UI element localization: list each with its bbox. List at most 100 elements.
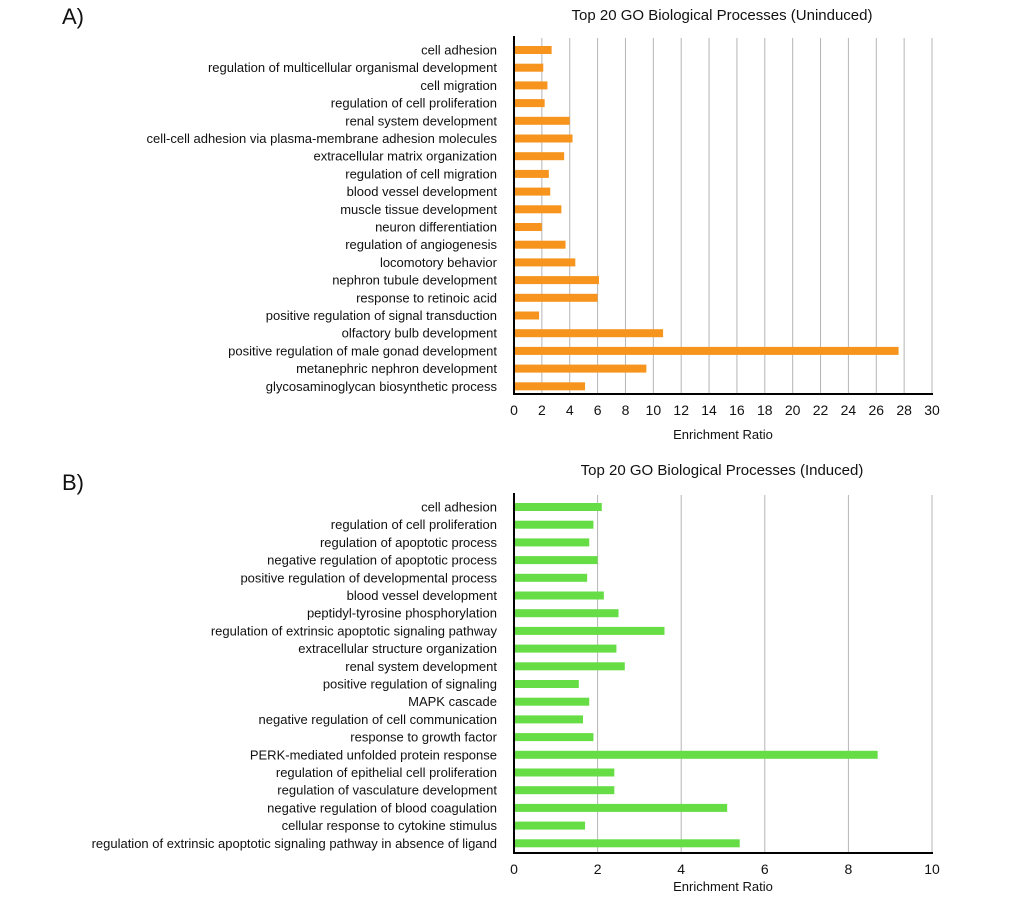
induced-x-axis-label: Enrichment Ratio [673, 879, 773, 894]
uninduced-category-label: renal system development [345, 113, 497, 128]
uninduced-bar [514, 240, 566, 249]
uninduced-bar [514, 116, 570, 125]
induced-category-label: cell adhesion [421, 500, 497, 515]
uninduced-bar [514, 276, 599, 285]
induced-bar [514, 680, 579, 688]
uninduced-bar [514, 346, 899, 355]
induced-category-label: positive regulation of developmental pro… [240, 570, 497, 585]
uninduced-tick-label: 16 [729, 402, 745, 418]
induced-bar [514, 556, 598, 565]
induced-tick-label: 2 [594, 861, 602, 877]
uninduced-category-label: metanephric nephron development [296, 361, 497, 376]
uninduced-category-label: positive regulation of signal transducti… [266, 308, 497, 323]
induced-category-label: regulation of apoptotic process [320, 535, 498, 550]
induced-bar [514, 503, 602, 511]
uninduced-category-label: nephron tubule development [332, 273, 497, 288]
uninduced-bar [514, 329, 664, 338]
induced-category-label: regulation of epithelial cell proliferat… [276, 765, 497, 780]
uninduced-bar [514, 46, 552, 54]
induced-bar [514, 803, 728, 812]
induced-bar [514, 715, 583, 724]
uninduced-tick-label: 24 [841, 402, 857, 418]
uninduced-tick-label: 2 [538, 402, 546, 418]
induced-bar [514, 609, 619, 618]
induced-category-label: MAPK cascade [408, 694, 497, 709]
induced-category-label: response to growth factor [350, 730, 497, 745]
uninduced-category-label: glycosaminoglycan biosynthetic process [266, 379, 498, 394]
induced-bar [514, 644, 617, 653]
uninduced-x-axis-label: Enrichment Ratio [673, 427, 773, 442]
induced-bar [514, 839, 740, 848]
uninduced-category-label: regulation of cell migration [345, 166, 497, 181]
uninduced-tick-label: 30 [924, 402, 940, 418]
uninduced-category-label: extracellular matrix organization [313, 149, 497, 164]
uninduced-tick-label: 10 [646, 402, 662, 418]
uninduced-bar [514, 223, 542, 231]
uninduced-bar [514, 134, 573, 143]
induced-bar [514, 697, 590, 706]
uninduced-bar [514, 205, 562, 214]
induced-bar [514, 733, 594, 742]
induced-tick-label: 0 [510, 861, 518, 877]
induced-bar [514, 538, 590, 547]
chart-induced: Top 20 GO Biological Processes (Induced)… [92, 462, 940, 894]
induced-category-label: regulation of extrinsic apoptotic signal… [92, 836, 497, 851]
induced-bar [514, 591, 604, 600]
uninduced-tick-label: 4 [566, 402, 574, 418]
induced-category-label: renal system development [345, 659, 497, 674]
uninduced-category-label: regulation of multicellular organismal d… [208, 60, 497, 75]
uninduced-category-label: olfactory bulb development [342, 326, 498, 341]
panel-a-letter: A) [62, 4, 84, 29]
uninduced-category-label: regulation of angiogenesis [345, 237, 497, 252]
uninduced-bar [514, 311, 540, 320]
uninduced-tick-label: 26 [868, 402, 884, 418]
uninduced-tick-label: 12 [673, 402, 689, 418]
induced-bar [514, 662, 625, 671]
uninduced-category-label: cell-cell adhesion via plasma-membrane a… [147, 131, 498, 146]
uninduced-bar [514, 258, 576, 267]
uninduced-bar [514, 152, 565, 161]
induced-category-label: regulation of extrinsic apoptotic signal… [211, 623, 498, 638]
induced-category-label: regulation of vasculature development [277, 783, 497, 798]
uninduced-category-label: cell adhesion [421, 43, 497, 58]
uninduced-bar [514, 169, 549, 178]
induced-bar [514, 750, 878, 759]
uninduced-bar [514, 99, 545, 108]
uninduced-tick-label: 14 [701, 402, 717, 418]
induced-category-label: PERK-mediated unfolded protein response [250, 747, 497, 762]
induced-tick-label: 6 [761, 861, 769, 877]
induced-category-label: regulation of cell proliferation [331, 517, 497, 532]
induced-bar [514, 626, 665, 635]
uninduced-bar [514, 187, 551, 196]
uninduced-category-label: locomotory behavior [380, 255, 498, 270]
panel-b-letter: B) [62, 470, 84, 495]
induced-bar [514, 768, 615, 777]
induced-category-label: negative regulation of cell communicatio… [259, 712, 497, 727]
induced-tick-label: 10 [924, 861, 940, 877]
uninduced-category-label: neuron differentiation [375, 220, 497, 235]
induced-category-label: cellular response to cytokine stimulus [282, 818, 498, 833]
induced-tick-label: 8 [845, 861, 853, 877]
chart-uninduced: Top 20 GO Biological Processes (Uninduce… [147, 7, 940, 442]
induced-bar [514, 573, 588, 582]
uninduced-bar [514, 63, 544, 72]
induced-bar [514, 821, 586, 830]
uninduced-category-label: cell migration [420, 78, 497, 93]
induced-tick-label: 4 [677, 861, 685, 877]
induced-category-label: positive regulation of signaling [323, 677, 497, 692]
uninduced-tick-label: 20 [785, 402, 801, 418]
uninduced-tick-label: 0 [510, 402, 518, 418]
uninduced-category-label: response to retinoic acid [356, 290, 497, 305]
induced-title: Top 20 GO Biological Processes (Induced) [581, 462, 864, 479]
uninduced-category-label: blood vessel development [347, 184, 498, 199]
uninduced-bar [514, 293, 598, 302]
uninduced-bar [514, 382, 586, 391]
induced-category-label: extracellular structure organization [298, 641, 497, 656]
uninduced-category-label: muscle tissue development [340, 202, 497, 217]
induced-bar [514, 520, 594, 529]
uninduced-tick-label: 6 [594, 402, 602, 418]
uninduced-tick-label: 22 [813, 402, 829, 418]
uninduced-tick-label: 18 [757, 402, 773, 418]
induced-category-label: blood vessel development [347, 588, 498, 603]
